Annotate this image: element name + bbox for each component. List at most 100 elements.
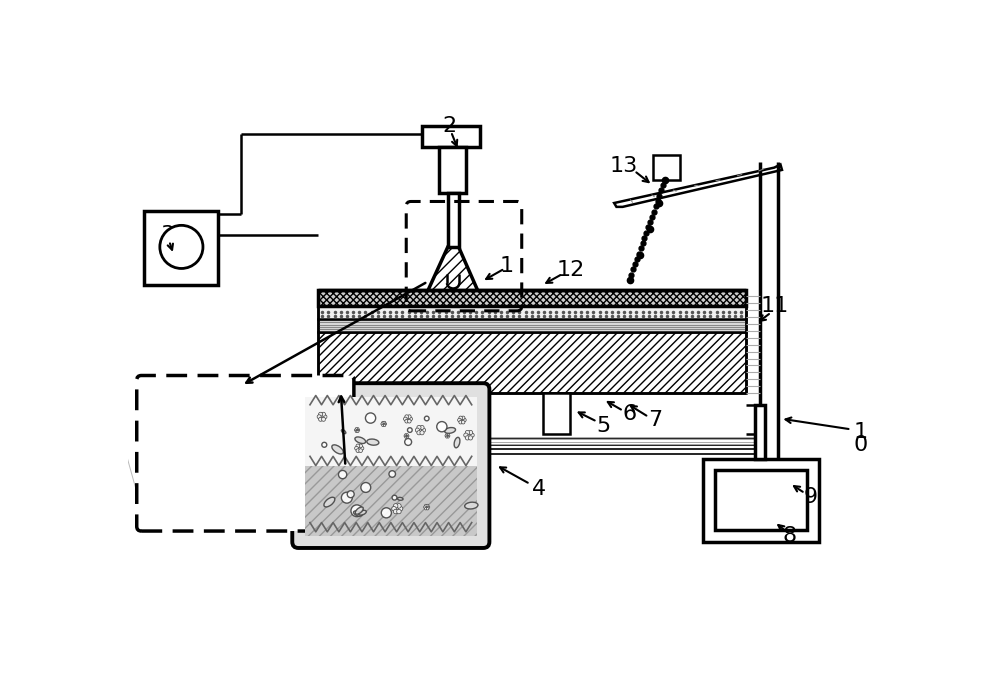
Ellipse shape <box>465 502 478 509</box>
Circle shape <box>415 428 420 432</box>
Circle shape <box>420 431 424 435</box>
Circle shape <box>447 436 449 438</box>
Circle shape <box>397 504 401 508</box>
Polygon shape <box>428 247 478 291</box>
Ellipse shape <box>355 507 363 514</box>
Circle shape <box>383 424 386 426</box>
Circle shape <box>323 415 327 419</box>
Circle shape <box>405 439 412 445</box>
Bar <box>439 147 466 193</box>
Circle shape <box>382 424 384 426</box>
Circle shape <box>468 436 473 440</box>
Text: 1: 1 <box>853 422 868 441</box>
Circle shape <box>461 416 465 420</box>
Text: 12: 12 <box>556 260 584 280</box>
Circle shape <box>355 446 358 450</box>
Circle shape <box>465 436 470 440</box>
Text: 0: 0 <box>853 435 868 455</box>
Circle shape <box>383 421 386 424</box>
Bar <box>395 393 443 434</box>
Circle shape <box>459 420 462 424</box>
Circle shape <box>357 431 359 433</box>
Text: 6: 6 <box>622 404 637 424</box>
Circle shape <box>407 435 409 437</box>
Circle shape <box>365 413 376 423</box>
Circle shape <box>447 433 449 435</box>
Text: 9: 9 <box>803 487 818 507</box>
Bar <box>144 211 218 285</box>
Circle shape <box>445 435 447 437</box>
Circle shape <box>382 421 384 424</box>
Circle shape <box>461 420 465 424</box>
Circle shape <box>463 418 466 422</box>
Circle shape <box>354 429 357 431</box>
Circle shape <box>319 417 323 421</box>
Circle shape <box>389 471 395 477</box>
Circle shape <box>464 433 468 437</box>
Circle shape <box>458 418 461 422</box>
Circle shape <box>355 428 357 430</box>
Bar <box>318 332 746 393</box>
Circle shape <box>392 506 396 511</box>
Circle shape <box>448 435 450 437</box>
Ellipse shape <box>367 439 379 445</box>
Circle shape <box>459 416 462 420</box>
Text: 2: 2 <box>442 116 456 136</box>
Circle shape <box>347 491 354 498</box>
Text: 3: 3 <box>160 225 175 245</box>
Bar <box>755 405 765 458</box>
Ellipse shape <box>354 511 362 516</box>
Circle shape <box>424 416 429 421</box>
Bar <box>312 439 759 445</box>
FancyBboxPatch shape <box>292 383 489 548</box>
Circle shape <box>392 495 397 500</box>
Bar <box>448 193 459 247</box>
Circle shape <box>397 509 401 514</box>
Circle shape <box>160 225 203 268</box>
Bar <box>653 155 680 180</box>
Bar <box>422 126 480 147</box>
Circle shape <box>425 507 427 510</box>
Circle shape <box>417 425 421 430</box>
Bar <box>318 290 746 306</box>
Bar <box>312 449 759 454</box>
Circle shape <box>351 505 363 517</box>
Circle shape <box>356 449 360 452</box>
Ellipse shape <box>341 430 346 434</box>
Circle shape <box>417 431 421 435</box>
Circle shape <box>407 420 411 423</box>
Text: 4: 4 <box>532 479 547 500</box>
Circle shape <box>319 412 323 416</box>
Circle shape <box>321 412 326 416</box>
Circle shape <box>426 504 429 506</box>
Circle shape <box>465 431 470 435</box>
Ellipse shape <box>359 511 366 515</box>
Text: 8: 8 <box>783 525 797 546</box>
Ellipse shape <box>324 497 335 507</box>
Circle shape <box>424 506 426 508</box>
Circle shape <box>403 417 407 421</box>
Bar <box>543 393 570 434</box>
Polygon shape <box>199 414 284 474</box>
Circle shape <box>321 417 326 421</box>
Circle shape <box>381 508 391 518</box>
Circle shape <box>338 471 347 479</box>
Ellipse shape <box>355 437 366 443</box>
Circle shape <box>341 492 352 503</box>
Circle shape <box>406 436 408 438</box>
Text: 13: 13 <box>610 156 638 176</box>
Circle shape <box>398 506 403 511</box>
Ellipse shape <box>397 498 403 500</box>
Circle shape <box>420 425 424 430</box>
Circle shape <box>437 422 447 432</box>
Text: 5: 5 <box>596 416 610 435</box>
Circle shape <box>360 446 364 450</box>
Circle shape <box>355 431 357 433</box>
Bar <box>305 466 477 536</box>
Circle shape <box>393 504 398 508</box>
Circle shape <box>317 415 321 419</box>
Polygon shape <box>614 165 782 207</box>
Circle shape <box>406 434 408 436</box>
Circle shape <box>405 420 408 423</box>
Circle shape <box>404 435 406 437</box>
